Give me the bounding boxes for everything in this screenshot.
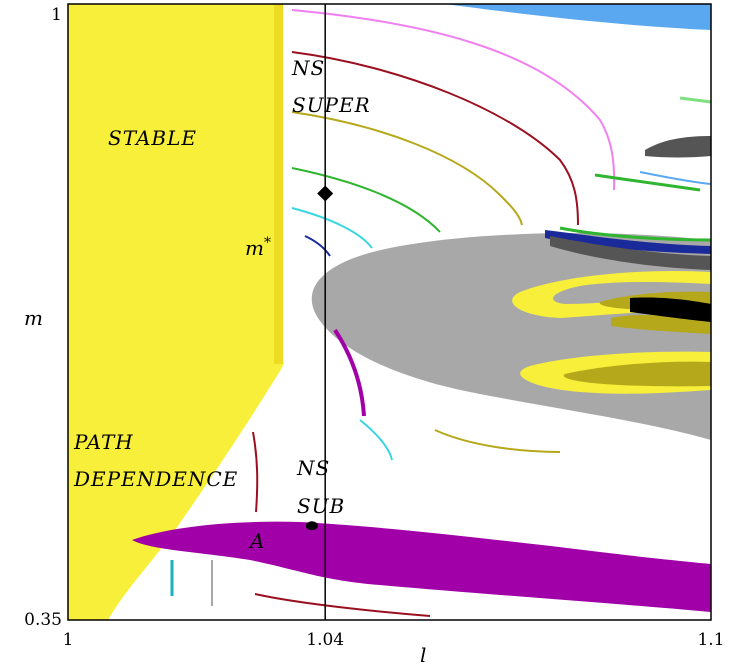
plot-frame (67, 3, 712, 621)
olive-band-3 (611, 314, 711, 334)
x-tick-label: 1.1 (697, 630, 724, 650)
stable-edge-band (274, 4, 283, 364)
curve-olive-lower (434, 429, 561, 453)
region-label-ns-sub-1: NS (296, 456, 330, 480)
region-label-ns-sub-2: SUB (297, 494, 345, 518)
curve-cyan (291, 207, 373, 249)
darkgray-band (550, 236, 711, 270)
curve-green-right-2 (679, 96, 711, 104)
y-tick-labels: 0.35 1 (24, 5, 62, 630)
x-tick-labels: 1 1.04 1.1 (63, 630, 725, 650)
x-axis-label: l (420, 643, 426, 667)
black-band (630, 297, 711, 322)
curve-darkred-bottom (254, 593, 431, 617)
curve-navy (304, 235, 331, 257)
x-tick-label: 1 (63, 630, 74, 650)
region-label-dependence: DEPENDENCE (73, 467, 238, 491)
olive-band-2 (563, 361, 711, 387)
darkgray-cap (645, 136, 711, 158)
region-label-ns-super-1: NS (291, 56, 325, 80)
y-axis-label: m (24, 306, 43, 330)
curve-cyan-lower (359, 419, 393, 461)
region-label-ns-super-2: SUPER (292, 93, 371, 117)
blue-strip (445, 4, 711, 30)
curve-magenta (333, 328, 366, 417)
point-a-marker (305, 521, 318, 531)
region-label-stable: STABLE (108, 126, 197, 150)
stable-region (68, 4, 283, 620)
navy-band (545, 230, 711, 254)
curve-darkred-1 (291, 51, 579, 226)
region-label-path: PATH (73, 430, 134, 454)
green-band (559, 226, 711, 242)
x-tick-label: 1.04 (306, 630, 344, 650)
mstar-marker (317, 185, 334, 202)
curve-lightblue (639, 171, 711, 185)
curve-pink (291, 9, 616, 191)
y-tick-label: 0.35 (24, 610, 62, 630)
curve-green (291, 167, 441, 233)
point-a-label: A (248, 529, 264, 553)
y-tick-label: 1 (51, 5, 62, 25)
curve-darkred-low (252, 431, 259, 513)
curve-olive (291, 111, 523, 226)
curve-green-right (594, 173, 701, 192)
purple-region (132, 521, 711, 612)
